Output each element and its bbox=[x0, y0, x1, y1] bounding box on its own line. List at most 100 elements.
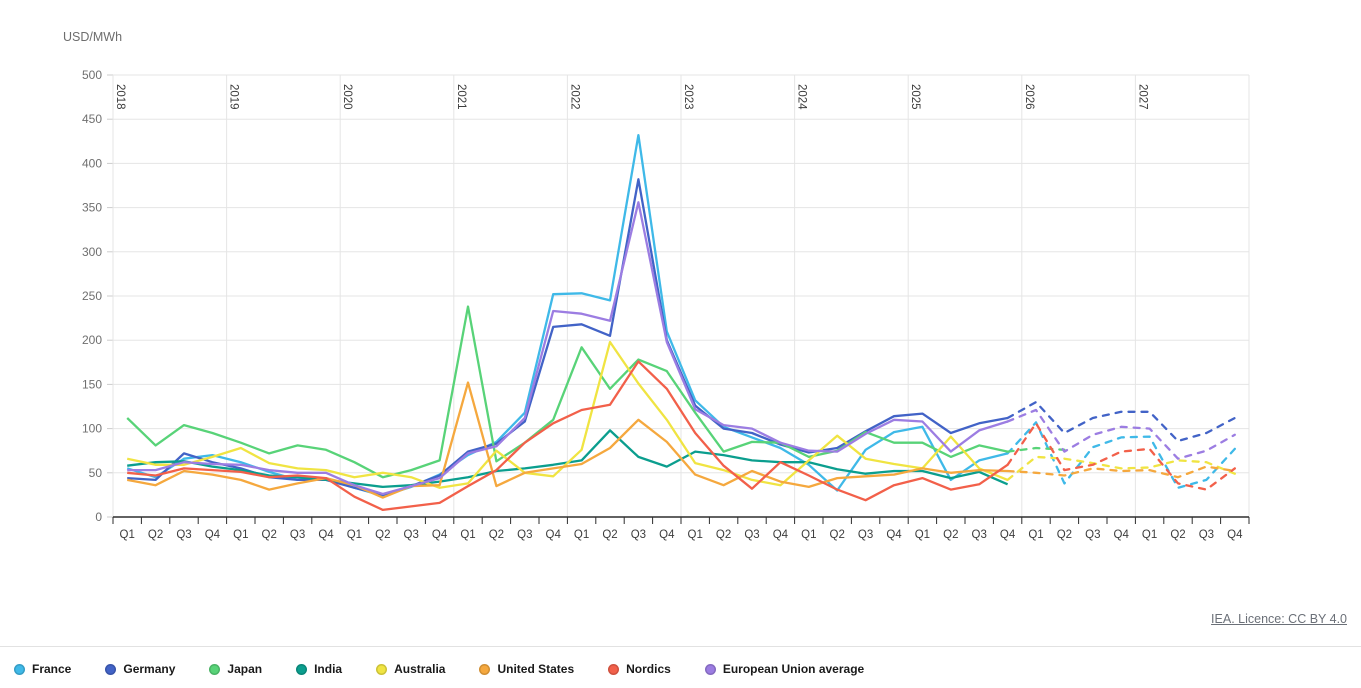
x-axis-tick-label: Q4 bbox=[1227, 529, 1243, 541]
x-axis-tick-label: Q4 bbox=[1000, 529, 1016, 541]
footer-divider bbox=[0, 646, 1361, 647]
y-axis-tick-label: 300 bbox=[82, 245, 102, 259]
legend-dot-france bbox=[14, 663, 25, 675]
legend-dot-european-union-average bbox=[704, 663, 716, 675]
series-line-historical bbox=[126, 381, 1008, 499]
x-axis-tick-label: Q4 bbox=[1114, 529, 1130, 541]
series-line-forecast bbox=[1006, 400, 1236, 443]
x-axis-tick-label: Q1 bbox=[347, 529, 362, 541]
x-axis-tick-label: Q3 bbox=[858, 529, 873, 541]
x-axis-tick-label: Q4 bbox=[886, 529, 902, 541]
legend-dot-india bbox=[296, 663, 308, 675]
x-axis-tick-label: Q3 bbox=[1085, 529, 1100, 541]
x-axis-tick-label: Q2 bbox=[602, 529, 617, 541]
y-axis-tick-label: 450 bbox=[82, 112, 102, 126]
x-axis-tick-label: Q2 bbox=[830, 529, 845, 541]
quarterly-electricity-price-line-chart: 0 50 100 150 200 250 300 350 400 450 500 2018 2019 20… bbox=[82, 68, 1250, 541]
legend-item-australia[interactable]: Australia bbox=[376, 662, 445, 676]
y-axis-tick-label: 50 bbox=[89, 466, 103, 480]
series-line-forecast bbox=[1006, 421, 1236, 489]
series-line-forecast bbox=[1006, 408, 1236, 460]
licence-link[interactable]: IEA. Licence: CC BY 4.0 bbox=[1211, 612, 1347, 626]
x-axis-tick-label: Q1 bbox=[1028, 529, 1043, 541]
y-axis-tick-label: 0 bbox=[95, 510, 102, 524]
series-line-forecast bbox=[1006, 455, 1236, 482]
x-axis-tick-label: Q4 bbox=[773, 529, 789, 541]
y-axis-unit-label: USD/MWh bbox=[63, 30, 123, 44]
series-line-historical bbox=[126, 340, 1009, 489]
legend-label-france: France bbox=[32, 662, 72, 676]
legend-item-nordics[interactable]: Nordics bbox=[608, 662, 671, 676]
x-axis-tick-label: Q1 bbox=[915, 529, 930, 541]
x-axis-tick-label: Q3 bbox=[972, 529, 987, 541]
year-label: 2027 bbox=[1136, 84, 1148, 110]
x-axis-tick-label: Q4 bbox=[205, 529, 221, 541]
x-axis-tick-label: Q2 bbox=[375, 529, 390, 541]
legend-label-nordics: Nordics bbox=[626, 662, 671, 676]
year-label: 2026 bbox=[1023, 84, 1035, 110]
legend-label-australia: Australia bbox=[394, 662, 446, 676]
x-axis-tick-label: Q3 bbox=[744, 529, 759, 541]
y-axis-tick-label: 100 bbox=[82, 422, 102, 436]
legend-item-india[interactable]: India bbox=[296, 662, 342, 676]
series-line-forecast bbox=[1006, 446, 1066, 453]
legend-label-european-union-average: European Union average bbox=[722, 662, 865, 676]
year-label: 2019 bbox=[228, 84, 240, 110]
x-axis-tick-label: Q1 bbox=[120, 529, 135, 541]
year-label: 2018 bbox=[114, 84, 126, 110]
y-axis-tick-label: 400 bbox=[82, 156, 102, 170]
y-axis-tick-label: 200 bbox=[82, 333, 102, 347]
legend-item-european-union-average[interactable]: European Union average bbox=[704, 662, 865, 676]
x-axis-tick-label: Q2 bbox=[1170, 529, 1185, 541]
x-axis-tick-label: Q3 bbox=[517, 529, 532, 541]
y-axis-tick-label: 150 bbox=[82, 377, 102, 391]
x-axis-tick-label: Q2 bbox=[943, 529, 958, 541]
x-axis-tick-label: Q1 bbox=[460, 529, 475, 541]
x-axis-tick-label: Q2 bbox=[148, 529, 163, 541]
chart-legend: France Germany Japan India Australia United S… bbox=[14, 662, 864, 676]
legend-dot-nordics bbox=[608, 663, 620, 675]
year-label: 2025 bbox=[909, 84, 921, 110]
x-axis-tick-label: Q3 bbox=[404, 529, 419, 541]
series-line-historical bbox=[127, 201, 1008, 496]
series-line-forecast bbox=[1006, 465, 1236, 479]
legend-item-japan[interactable]: Japan bbox=[209, 662, 262, 676]
x-axis-tick-label: Q2 bbox=[1057, 529, 1072, 541]
year-label: 2024 bbox=[796, 84, 808, 110]
x-axis-tick-label: Q2 bbox=[489, 529, 504, 541]
x-axis-tick-label: Q3 bbox=[1199, 529, 1214, 541]
x-axis-tick-label: Q2 bbox=[716, 529, 731, 541]
x-axis-tick-label: Q4 bbox=[318, 529, 334, 541]
x-axis-tick-label: Q3 bbox=[290, 529, 305, 541]
x-axis-tick-label: Q1 bbox=[233, 529, 248, 541]
legend-label-japan: Japan bbox=[227, 662, 263, 676]
legend-dot-germany bbox=[105, 663, 117, 675]
legend-item-germany[interactable]: Germany bbox=[105, 662, 175, 676]
series-line-historical bbox=[126, 133, 1008, 497]
x-axis-tick-label: Q4 bbox=[546, 529, 562, 541]
x-axis-tick-label: Q1 bbox=[688, 529, 703, 541]
y-axis-tick-label: 350 bbox=[82, 201, 102, 215]
year-label: 2022 bbox=[568, 84, 580, 110]
series-line-historical bbox=[126, 305, 1008, 479]
legend-item-france[interactable]: France bbox=[14, 662, 71, 676]
y-axis-tick-label: 250 bbox=[82, 289, 102, 303]
y-axis-tick-label: 500 bbox=[82, 68, 102, 82]
x-axis-tick-label: Q1 bbox=[801, 529, 816, 541]
series-line-historical bbox=[127, 360, 1009, 512]
x-axis-tick-label: Q2 bbox=[262, 529, 277, 541]
x-axis-tick-label: Q4 bbox=[659, 529, 675, 541]
legend-item-united-states[interactable]: United States bbox=[479, 662, 574, 676]
x-axis-tick-label: Q3 bbox=[631, 529, 646, 541]
x-axis-tick-label: Q1 bbox=[1142, 529, 1157, 541]
x-axis-tick-label: Q4 bbox=[432, 529, 448, 541]
legend-label-germany: Germany bbox=[123, 662, 176, 676]
series-line-forecast bbox=[1006, 422, 1236, 491]
legend-label-united-states: United States bbox=[497, 662, 575, 676]
legend-dot-japan bbox=[209, 663, 221, 675]
x-axis-tick-label: Q3 bbox=[176, 529, 191, 541]
year-label: 2020 bbox=[341, 84, 353, 110]
year-label: 2021 bbox=[455, 84, 467, 110]
legend-dot-united-states bbox=[479, 663, 491, 675]
